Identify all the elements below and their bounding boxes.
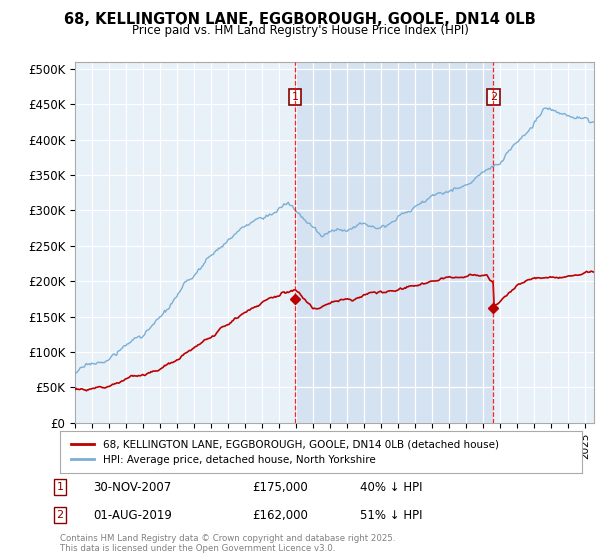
- Text: £175,000: £175,000: [252, 480, 308, 494]
- Text: 1: 1: [56, 482, 64, 492]
- Text: 51% ↓ HPI: 51% ↓ HPI: [360, 508, 422, 522]
- Text: Price paid vs. HM Land Registry's House Price Index (HPI): Price paid vs. HM Land Registry's House …: [131, 24, 469, 37]
- Text: £162,000: £162,000: [252, 508, 308, 522]
- Text: 2: 2: [490, 92, 497, 102]
- Bar: [295, 62, 493, 423]
- Text: 30-NOV-2007: 30-NOV-2007: [93, 480, 171, 494]
- Text: 1: 1: [292, 92, 298, 102]
- Text: Contains HM Land Registry data © Crown copyright and database right 2025.
This d: Contains HM Land Registry data © Crown c…: [60, 534, 395, 553]
- Text: 40% ↓ HPI: 40% ↓ HPI: [360, 480, 422, 494]
- Legend: 68, KELLINGTON LANE, EGGBOROUGH, GOOLE, DN14 0LB (detached house), HPI: Average : 68, KELLINGTON LANE, EGGBOROUGH, GOOLE, …: [65, 433, 505, 471]
- Text: 01-AUG-2019: 01-AUG-2019: [93, 508, 172, 522]
- Text: 2: 2: [56, 510, 64, 520]
- Text: 68, KELLINGTON LANE, EGGBOROUGH, GOOLE, DN14 0LB: 68, KELLINGTON LANE, EGGBOROUGH, GOOLE, …: [64, 12, 536, 27]
